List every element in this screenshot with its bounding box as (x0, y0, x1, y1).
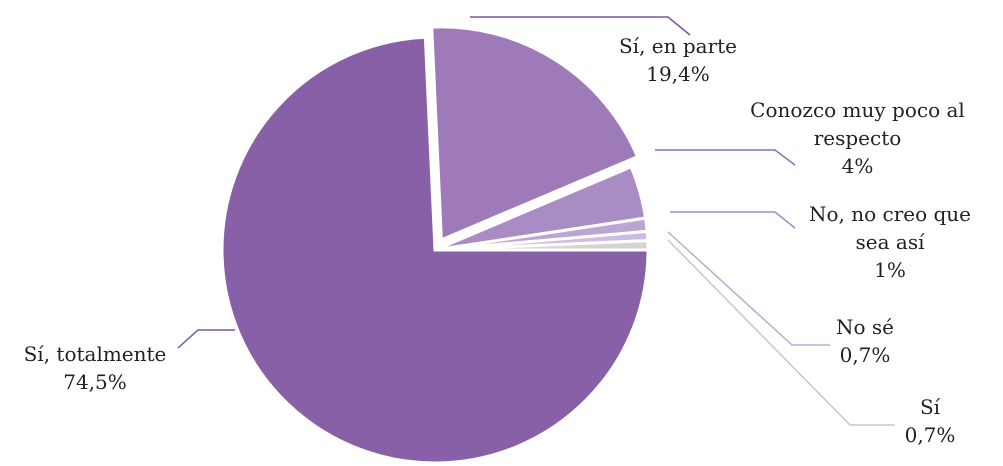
category-label: Sí (919, 395, 941, 419)
category-label: No, no creo que sea así (808, 202, 972, 254)
value-label: 0,7% (904, 423, 956, 447)
leader-line (655, 149, 796, 166)
slice-label: Sí, en parte 19,4% (598, 32, 758, 88)
slice-label: Conozco muy poco al respecto 4% (740, 96, 975, 180)
category-label: Sí, en parte (618, 34, 738, 58)
category-label: Conozco muy poco al respecto (750, 98, 965, 150)
slice-label: Sí 0,7% (880, 393, 980, 449)
value-label: 19,4% (646, 62, 710, 86)
value-label: 1% (874, 258, 906, 282)
category-label: Sí, totalmente (23, 342, 167, 366)
leader-line (470, 16, 691, 36)
slice-label: No sé 0,7% (800, 313, 930, 369)
value-label: 4% (841, 154, 874, 178)
leader-line (670, 211, 796, 229)
leader-line (667, 239, 895, 426)
slice-label: Sí, totalmente 74,5% (5, 340, 185, 396)
category-label: No sé (836, 315, 894, 339)
slice-label: No, no creo que sea así 1% (790, 200, 990, 284)
leader-line (667, 231, 830, 346)
leader-line (177, 329, 235, 349)
value-label: 0,7% (839, 343, 891, 367)
pie-slice (434, 239, 650, 252)
value-label: 74,5% (63, 370, 127, 394)
pie-slice (430, 25, 640, 243)
